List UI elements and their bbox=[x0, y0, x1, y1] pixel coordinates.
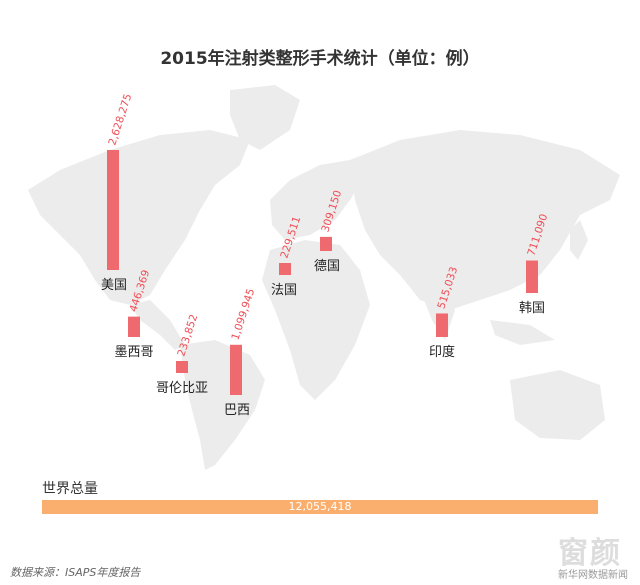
bar-4 bbox=[279, 263, 291, 275]
value-label-6: 515,033 bbox=[435, 265, 460, 310]
country-label-7: 韩国 bbox=[519, 301, 545, 316]
chart-title: 2015年注射类整形手术统计（单位：例） bbox=[160, 49, 480, 69]
brand-note: 新华网数据新闻 bbox=[558, 570, 628, 581]
map-south-america bbox=[180, 340, 265, 470]
country-label-2: 哥伦比亚 bbox=[156, 381, 208, 396]
country-label-5: 德国 bbox=[314, 259, 340, 274]
country-label-6: 印度 bbox=[429, 344, 455, 360]
map-africa bbox=[262, 240, 370, 400]
country-label-0: 美国 bbox=[101, 278, 127, 293]
value-label-7: 711,090 bbox=[525, 212, 550, 257]
bar-0 bbox=[107, 150, 119, 270]
bar-6 bbox=[436, 313, 448, 337]
bar-5 bbox=[320, 236, 332, 251]
map-europe bbox=[270, 160, 365, 240]
value-label-1: 446,369 bbox=[127, 269, 152, 314]
map-asia bbox=[350, 130, 620, 310]
country-label-4: 法国 bbox=[271, 283, 297, 298]
map-north-america bbox=[28, 130, 250, 305]
bar-3 bbox=[230, 344, 242, 395]
map-greenland bbox=[230, 85, 300, 150]
map-japan bbox=[570, 220, 588, 260]
total-bar: 12,055,418 bbox=[42, 500, 598, 514]
total-value-label: 12,055,418 bbox=[288, 500, 352, 513]
bar-1 bbox=[128, 316, 140, 337]
bar-2 bbox=[176, 361, 188, 373]
value-label-3: 1,099,945 bbox=[229, 287, 257, 342]
bar-7 bbox=[526, 260, 538, 293]
total-label: 世界总量 bbox=[42, 481, 98, 497]
value-label-4: 229,511 bbox=[278, 215, 303, 260]
watermark-logo: 窗颜 bbox=[558, 536, 622, 571]
map-central-america bbox=[130, 300, 185, 350]
country-label-3: 巴西 bbox=[224, 403, 250, 418]
value-label-2: 233,852 bbox=[175, 313, 200, 358]
value-label-5: 309,150 bbox=[319, 189, 344, 234]
map-australia bbox=[510, 370, 605, 440]
source-note: 数据来源：ISAPS年度报告 bbox=[10, 566, 141, 579]
value-label-0: 2,628,275 bbox=[106, 92, 134, 147]
map-se-asia bbox=[490, 320, 555, 345]
country-label-1: 墨西哥 bbox=[114, 345, 153, 360]
